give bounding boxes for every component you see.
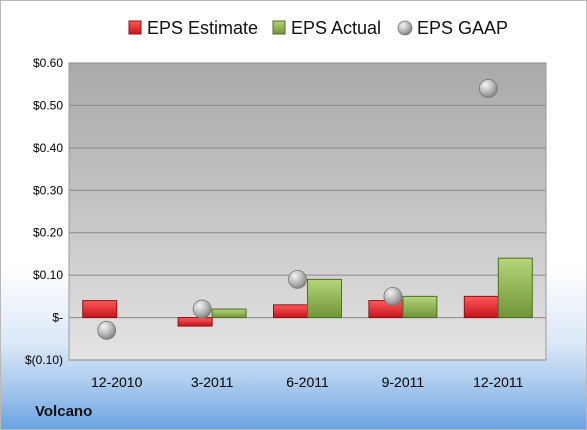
bars	[82, 257, 533, 327]
legend-label: EPS Estimate	[147, 18, 258, 38]
y-tick-label: $(0.10)	[25, 353, 63, 367]
marker-eps-gaap	[97, 320, 117, 340]
bar-eps-estimate	[177, 317, 213, 327]
marker-eps-gaap	[383, 286, 403, 306]
y-tick-label: $0.50	[33, 98, 63, 112]
x-category-label: 3-2011	[191, 374, 234, 390]
bar-eps-actual	[211, 308, 247, 319]
x-category-label: 12-2011	[473, 374, 524, 390]
bar-eps-estimate	[82, 300, 118, 319]
legend: EPS Estimate EPS Actual EPS GAAP	[128, 18, 508, 38]
x-axis-labels: 12-2010 3-2011 6-2011 9-2011 12-2011	[91, 374, 524, 390]
marker-eps-gaap	[192, 299, 212, 319]
bar-eps-estimate	[463, 295, 499, 319]
marker-eps-gaap	[288, 269, 307, 289]
legend-swatch	[272, 20, 286, 35]
legend-swatch	[397, 20, 413, 36]
legend-swatch	[128, 20, 142, 35]
legend-label: EPS GAAP	[417, 18, 508, 38]
y-tick-label: $0.20	[33, 226, 63, 240]
company-label: Volcano	[35, 403, 93, 420]
y-tick-label: $0.40	[33, 141, 63, 155]
x-category-label: 12-2010	[91, 374, 143, 390]
y-tick-label: $0.30	[33, 183, 63, 197]
y-tick-label: $0.60	[33, 56, 63, 70]
y-tick-label: $0.10	[33, 268, 63, 282]
bar-eps-estimate	[273, 304, 308, 319]
y-tick-label: $-	[52, 311, 63, 325]
marker-eps-gaap	[478, 79, 498, 98]
bar-eps-actual	[497, 257, 533, 319]
bar-eps-actual	[402, 295, 438, 319]
x-category-label: 6-2011	[286, 374, 329, 390]
y-axis-ticks: $(0.10) $- $0.10 $0.20 $0.30 $0.40 $0.50 $0.60	[25, 56, 63, 367]
x-category-label: 9-2011	[382, 374, 425, 390]
legend-label: EPS Actual	[291, 18, 381, 38]
bar-eps-actual	[307, 278, 342, 319]
gaap-markers	[97, 79, 498, 340]
